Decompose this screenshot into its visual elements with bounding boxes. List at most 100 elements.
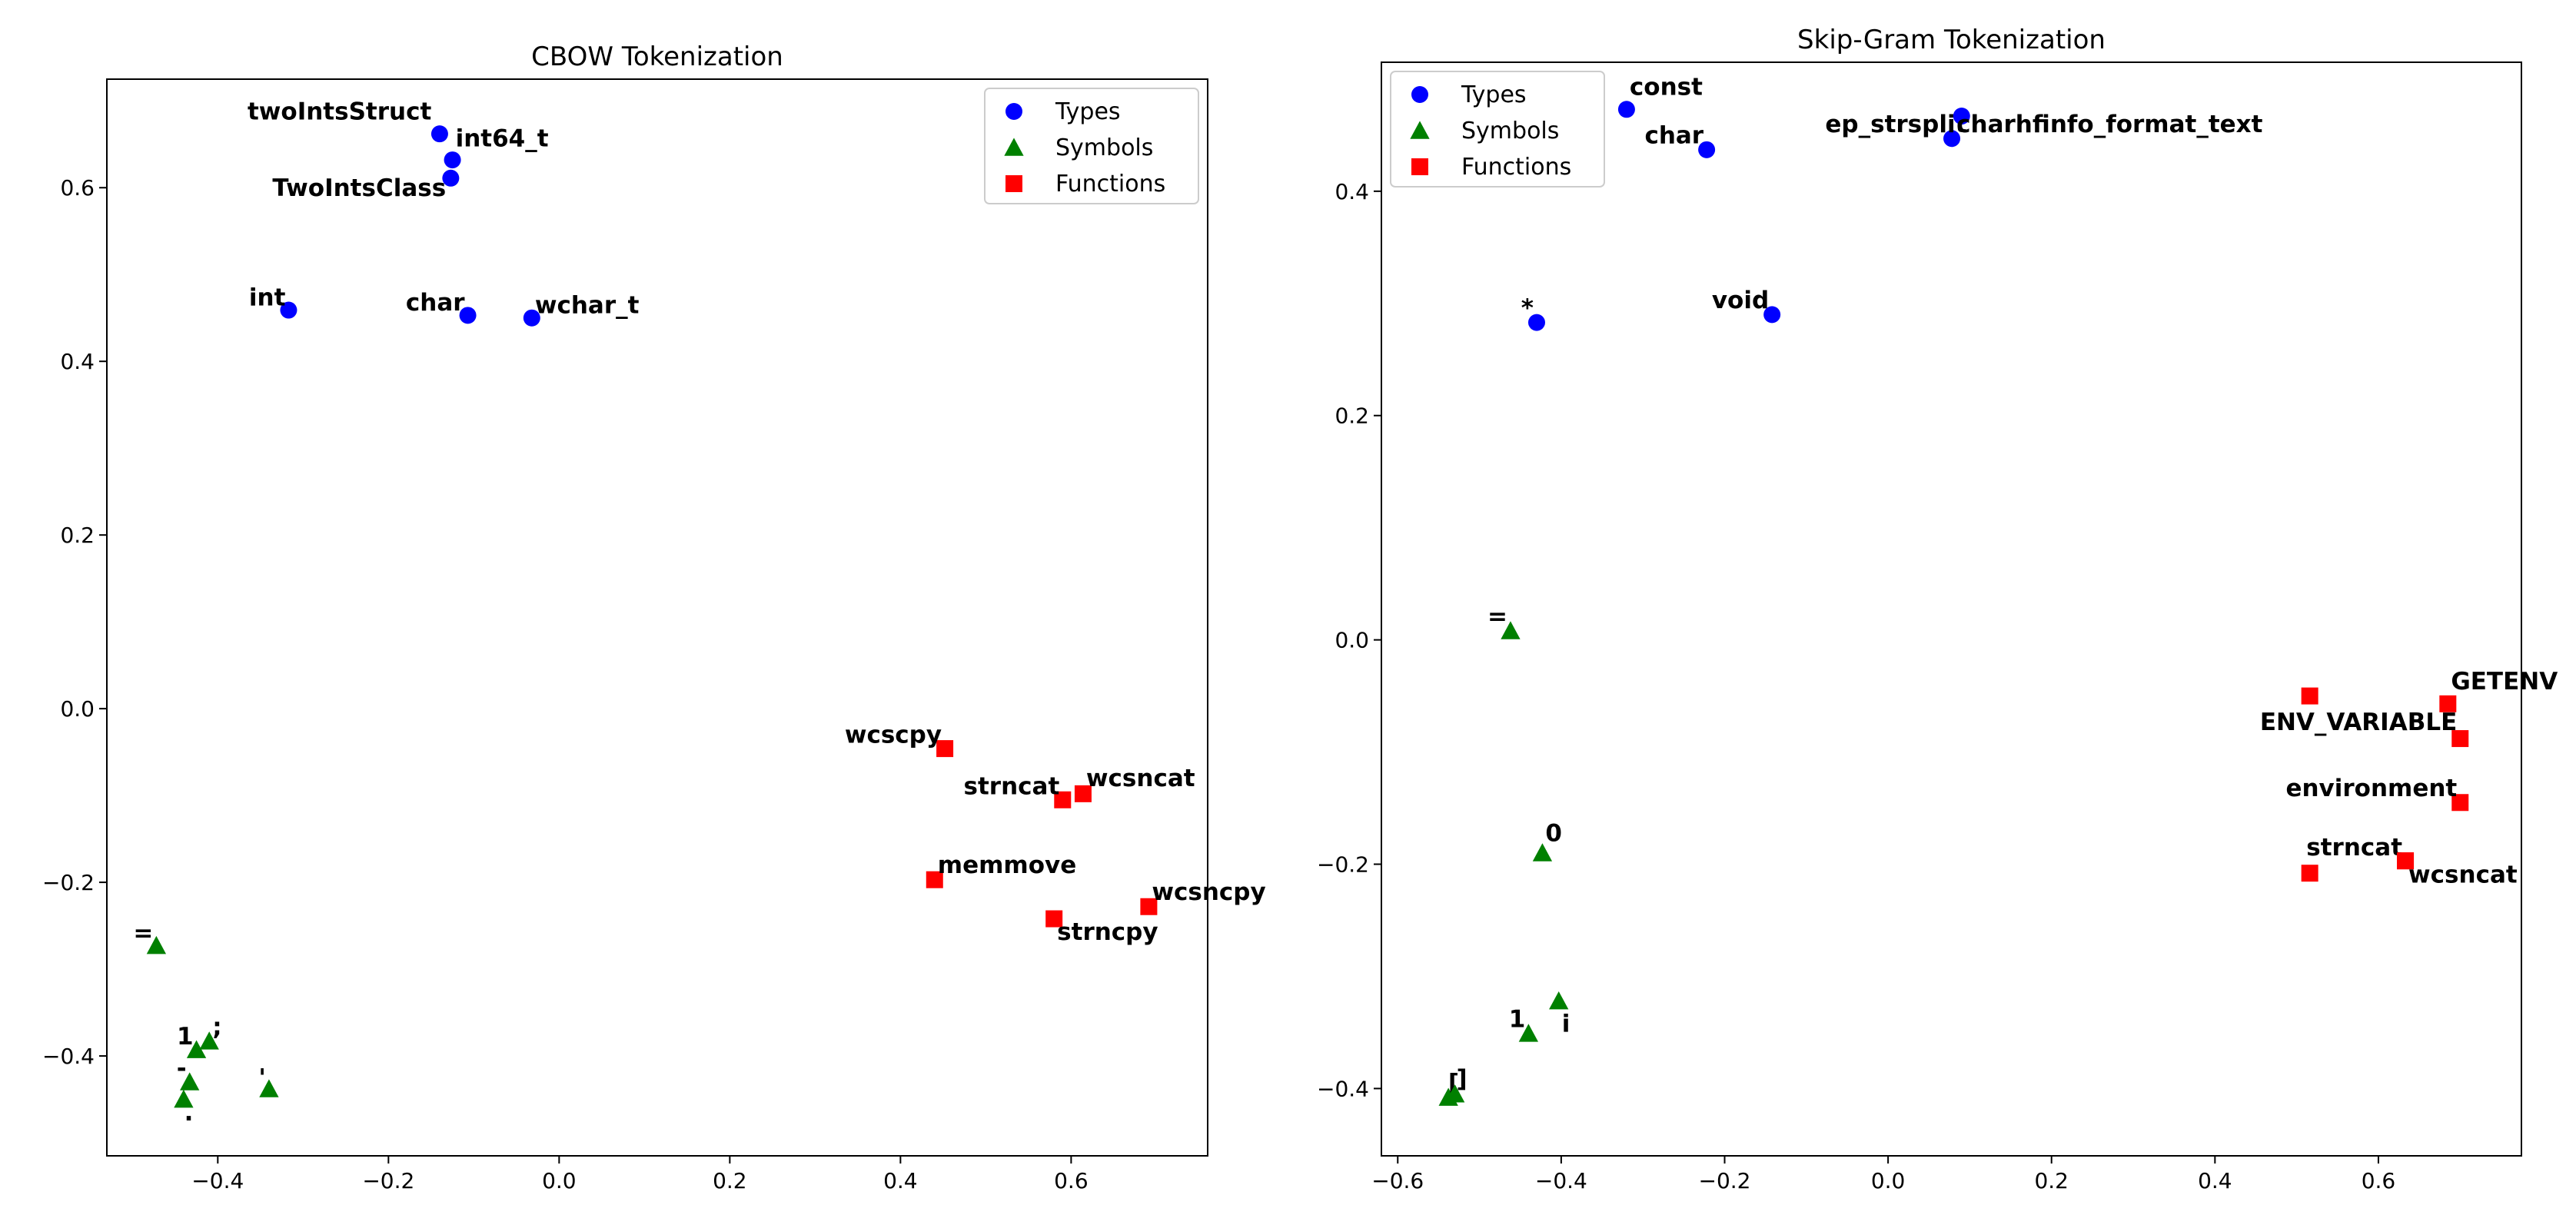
point-label: ep_strsplit — [1825, 111, 1966, 138]
point-label: twoIntsStruct — [248, 98, 432, 125]
series-functions: wcscpy strncat wcsncat memmove wcsncpy strncp… — [845, 722, 1266, 946]
legend-marker-types — [1411, 86, 1428, 103]
x-tick-label: 0.2 — [713, 1168, 747, 1193]
y-tick-label: −0.4 — [1317, 1076, 1369, 1101]
x-tick-label: −0.4 — [191, 1168, 244, 1193]
point-label: 1 — [177, 1023, 194, 1051]
legend: Types Symbols Functions — [1390, 71, 1605, 188]
point-functions — [2301, 687, 2318, 705]
y-tick-label: 0.4 — [1335, 179, 1369, 204]
point-label: * — [1521, 294, 1534, 322]
point-label: ; — [212, 1013, 221, 1041]
point-label: wchar_t — [535, 291, 640, 319]
point-functions — [926, 871, 943, 888]
point-label: const — [1630, 74, 1703, 101]
point-symbols — [199, 1031, 219, 1050]
point-label: charhfinfo_format_text — [1956, 111, 2263, 138]
point-types — [1763, 306, 1781, 324]
point-label: - — [177, 1055, 187, 1083]
point-symbols — [1549, 991, 1569, 1010]
point-functions — [2397, 852, 2415, 870]
point-label: void — [1712, 287, 1769, 314]
point-symbols — [1532, 843, 1553, 861]
legend-marker-symbols — [1004, 138, 1024, 156]
legend-entry: Functions — [1055, 171, 1165, 198]
legend-entry: Symbols — [1055, 134, 1153, 161]
point-label: wcsncpy — [1152, 878, 1265, 906]
x-tick-label: 0.0 — [542, 1168, 577, 1193]
legend-entry: Types — [1461, 81, 1527, 108]
point-types — [444, 151, 461, 169]
y-tick-label: −0.2 — [1317, 852, 1369, 878]
y-tick-label: 0.2 — [60, 523, 95, 548]
series-symbols: =01 i[] — [1438, 603, 1570, 1106]
y-tick-label: 0.0 — [1335, 628, 1369, 653]
point-types — [1943, 130, 1961, 148]
point-label: = — [133, 919, 153, 947]
point-symbols — [180, 1072, 200, 1091]
legend-marker-types — [1005, 103, 1022, 120]
point-label: strncpy — [1057, 918, 1158, 946]
y-tick-label: 0.4 — [60, 349, 95, 374]
point-label: . — [184, 1099, 194, 1127]
point-label: ] — [1457, 1065, 1467, 1093]
point-symbols — [1518, 1024, 1539, 1042]
point-label: 0 — [1545, 819, 1562, 847]
point-functions — [2439, 695, 2457, 712]
point-types — [1527, 314, 1545, 331]
y-tick-label: −0.2 — [42, 870, 95, 895]
x-tick-label: 0.2 — [2034, 1168, 2069, 1193]
x-tick-label: −0.2 — [1698, 1168, 1750, 1193]
legend-marker-functions — [1411, 158, 1428, 175]
point-label: = — [1487, 603, 1507, 631]
point-label: int64_t — [456, 125, 549, 153]
point-label: wcsncat — [1086, 765, 1195, 792]
point-label: GETENV — [2451, 668, 2558, 695]
point-types — [459, 307, 477, 324]
plot-frame — [106, 78, 1208, 1157]
point-types — [1953, 108, 1970, 125]
point-types — [523, 309, 540, 327]
point-functions — [1045, 910, 1063, 928]
point-symbols — [259, 1079, 279, 1097]
legend-entry: Types — [1055, 98, 1121, 125]
point-symbols — [1445, 1084, 1465, 1103]
point-label: char — [406, 289, 465, 317]
series-symbols: = 1 ;-. ' — [133, 919, 279, 1127]
point-label: wcscpy — [845, 722, 942, 749]
x-tick-label: −0.4 — [1535, 1168, 1587, 1193]
legend-entry: Functions — [1461, 154, 1571, 181]
chart-title: CBOW Tokenization — [531, 41, 783, 72]
point-label: strncat — [964, 772, 1060, 800]
x-tick-label: 0.4 — [2198, 1168, 2232, 1193]
point-symbols — [146, 935, 167, 954]
x-tick-label: 0.6 — [1054, 1168, 1089, 1193]
y-tick-label: 0.2 — [1335, 403, 1369, 429]
point-symbols — [186, 1040, 207, 1058]
point-functions — [1140, 898, 1158, 915]
series-types: twoIntsStruct int64_t TwoIntsClass int char w… — [248, 98, 640, 327]
point-functions — [2451, 730, 2469, 748]
x-tick-label: 0.4 — [883, 1168, 918, 1193]
point-symbols — [174, 1089, 194, 1108]
point-label: int — [249, 284, 286, 311]
point-label: strncat — [2306, 834, 2402, 861]
point-functions — [936, 740, 954, 758]
legend-entry: Symbols — [1461, 118, 1559, 144]
y-tick-label: 0.0 — [60, 696, 95, 722]
legend-marker-functions — [1005, 175, 1022, 192]
point-label: TwoIntsClass — [272, 174, 446, 202]
point-label: environment — [2285, 775, 2457, 802]
point-types — [442, 169, 460, 187]
y-tick-label: 0.6 — [60, 175, 95, 201]
point-symbols — [1501, 621, 1521, 639]
x-tick-label: 0.6 — [2362, 1168, 2396, 1193]
legend-box — [984, 88, 1199, 204]
plot-frame — [1381, 61, 2522, 1157]
chart-title: Skip-Gram Tokenization — [1797, 25, 2106, 55]
chart-1: CBOW Tokenization −0.4 −0.2 0.0 0.2 0.4 0.6 −0.… — [42, 41, 1266, 1193]
point-types — [1698, 141, 1716, 158]
legend: Types Symbols Functions — [984, 88, 1199, 204]
x-tick-label: −0.6 — [1371, 1168, 1424, 1193]
point-functions — [1054, 791, 1072, 808]
